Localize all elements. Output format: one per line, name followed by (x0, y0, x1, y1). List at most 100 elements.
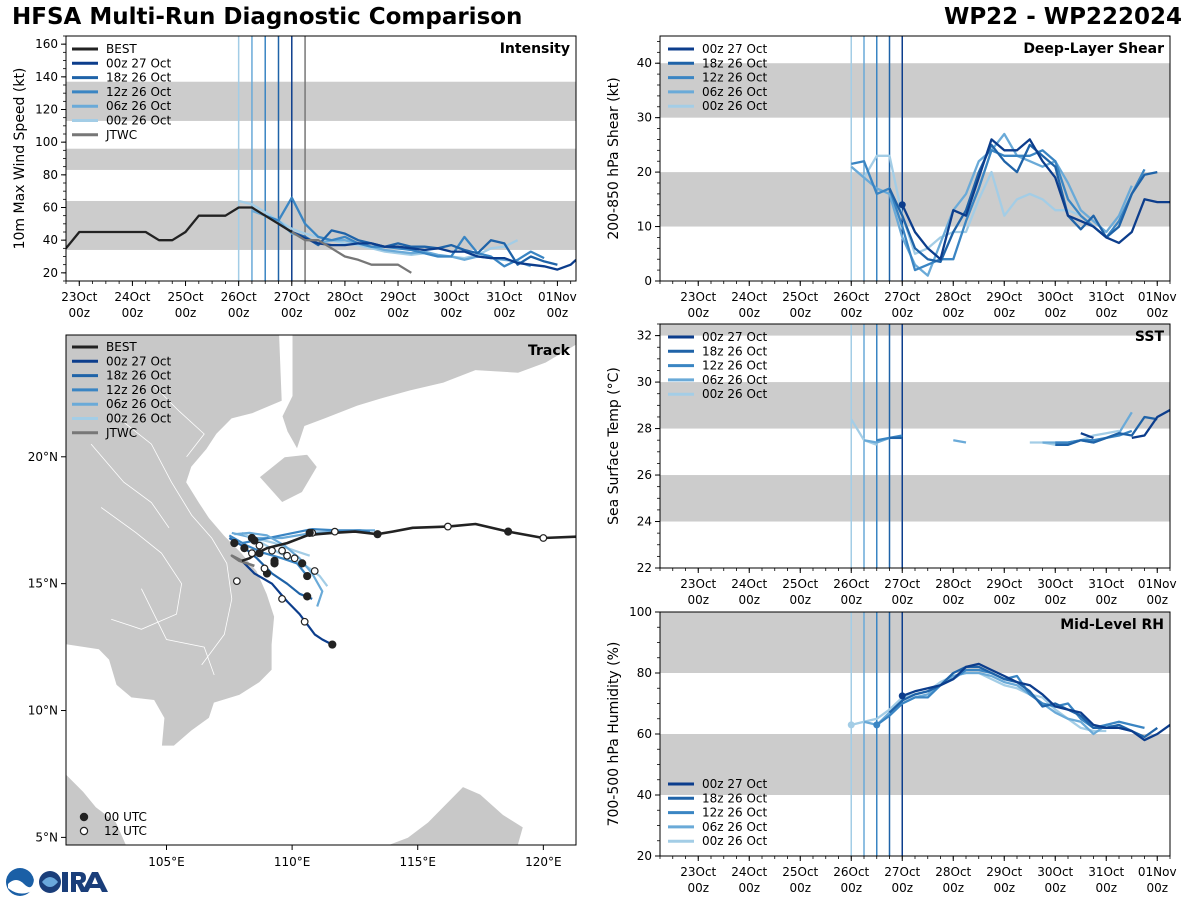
x-tick-label: 24Oct (731, 290, 767, 304)
chart-intensity: 20 40 60 80 100 120 140 160 23Oct 00z 24Oct 00z 25Oc… (12, 35, 577, 320)
x-tick-label: 23Oct (680, 577, 716, 591)
legend-label: 06z 26 Oct (106, 99, 172, 113)
x-tick-label: 00z (1146, 593, 1168, 607)
y-tick-label: 100 (629, 605, 652, 619)
chart-title: Intensity (500, 41, 570, 57)
init-marker (847, 721, 855, 729)
legend-label: 12z 26 Oct (106, 383, 172, 397)
x-tick-label: 00z (1146, 306, 1168, 320)
series-line-12z-26-oct (1055, 429, 1133, 444)
x-tick-label: 120°E (525, 855, 562, 869)
marker-00utc (328, 640, 337, 649)
series-line-00z-27-oct (1131, 408, 1170, 440)
legend-label: 06z 26 Oct (702, 820, 768, 834)
legend-label: 18z 26 Oct (106, 71, 172, 85)
land-mass (66, 335, 283, 747)
marker-00utc (303, 592, 312, 601)
y-tick-label: 20°N (28, 450, 58, 464)
y-tick-label: 40 (637, 56, 652, 70)
y-tick-label: 160 (35, 37, 58, 51)
x-tick-label: 00z (942, 881, 964, 895)
legend-label: 06z 26 Oct (702, 85, 768, 99)
series-line-18z-26-oct (888, 665, 1158, 739)
x-tick-label: 00z (738, 306, 760, 320)
shaded-band (660, 612, 1170, 673)
marker-12utc (255, 541, 264, 550)
x-tick-label: 28Oct (935, 577, 971, 591)
x-tick-label: 00z (1044, 593, 1066, 607)
series-line-00z-27-oct (291, 230, 576, 271)
border-line (100, 507, 183, 630)
marker-12utc (290, 554, 299, 563)
y-tick-label: 20 (637, 849, 652, 863)
y-axis-label: Sea Surface Temp (°C) (606, 367, 622, 525)
x-tick-label: 27Oct (884, 577, 920, 591)
x-tick-label: 30Oct (433, 290, 469, 304)
x-tick-label: 27Oct (274, 290, 310, 304)
init-marker (873, 721, 881, 729)
x-tick-label: 31Oct (1088, 577, 1124, 591)
y-tick-label: 60 (637, 727, 652, 741)
legend-label: 06z 26 Oct (702, 373, 768, 387)
shaded-band (660, 734, 1170, 795)
border-line (141, 588, 215, 676)
y-tick-label: 15°N (28, 577, 58, 591)
marker-12utc (330, 527, 339, 536)
init-marker (898, 201, 906, 209)
x-tick-label: 00z (840, 306, 862, 320)
x-tick-label: 00z (789, 593, 811, 607)
legend-label: 00z 27 Oct (106, 56, 172, 70)
x-tick-label: 00z (440, 306, 462, 320)
y-tick-label: 20 (43, 266, 58, 280)
x-tick-label: 26Oct (221, 290, 257, 304)
x-tick-label: 00z (228, 306, 250, 320)
x-tick-label: 30Oct (1037, 577, 1073, 591)
x-tick-label: 00z (122, 306, 144, 320)
x-tick-label: 00z (993, 881, 1015, 895)
land-mass (387, 786, 524, 845)
y-tick-label: 32 (637, 329, 652, 343)
x-tick-label: 28Oct (935, 290, 971, 304)
legend-label: 00z 26 Oct (106, 114, 172, 128)
legend-label: 00z 27 Oct (702, 330, 768, 344)
track-line (234, 531, 324, 607)
y-tick-label: 10°N (28, 704, 58, 718)
x-tick-label: 23Oct (680, 290, 716, 304)
y-tick-label: 5°N (35, 830, 58, 844)
shaded-band (660, 172, 1170, 227)
x-tick-label: 25Oct (782, 577, 818, 591)
x-tick-label: 00z (840, 881, 862, 895)
x-tick-label: 24Oct (114, 290, 150, 304)
shaded-band (660, 475, 1170, 522)
y-tick-label: 30 (637, 375, 652, 389)
x-tick-label: 29Oct (986, 290, 1022, 304)
y-axis-label: 700-500 hPa Humidity (%) (606, 642, 622, 827)
x-tick-label: 110°E (274, 855, 311, 869)
x-tick-label: 00z (687, 881, 709, 895)
legend-label: 06z 26 Oct (106, 397, 172, 411)
marker-12utc (310, 567, 319, 575)
plot-area (660, 612, 1170, 856)
series-line-18z-26-oct (888, 143, 1158, 264)
x-tick-label: 00z (942, 306, 964, 320)
page-title: HFSA Multi-Run Diagnostic Comparison (12, 4, 523, 30)
x-tick-label: 115°E (399, 855, 436, 869)
x-tick-label: 24Oct (731, 865, 767, 879)
chart-title: Track (528, 343, 571, 359)
legend-label: 12z 26 Oct (106, 85, 172, 99)
marker-12utc (278, 594, 286, 603)
x-tick-label: 00z (1044, 306, 1066, 320)
marker-00utc (305, 528, 314, 538)
series-line-00z-27-oct (901, 138, 1170, 261)
x-tick-label: 31Oct (1088, 290, 1124, 304)
storm-id-title: WP22 - WP222024 (943, 4, 1182, 30)
plot-area (660, 36, 1170, 281)
shaded-band (660, 324, 1170, 336)
x-tick-label: 00z (1095, 306, 1117, 320)
marker-00utc (230, 538, 239, 548)
legend-label: 18z 26 Oct (702, 344, 768, 358)
shaded-band (66, 148, 576, 170)
